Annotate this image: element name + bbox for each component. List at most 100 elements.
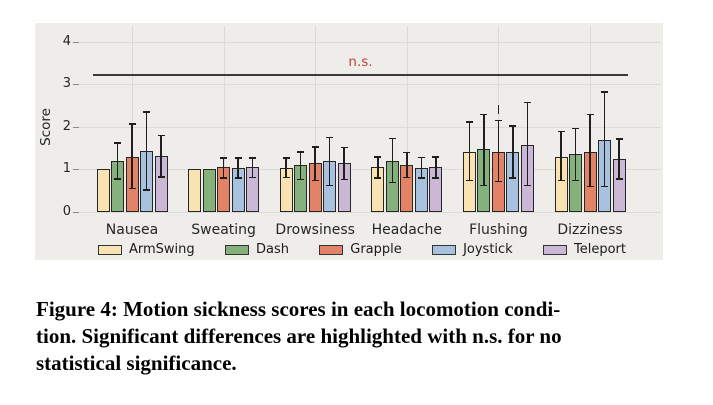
error-bar <box>589 114 591 187</box>
error-bar <box>222 157 225 178</box>
x-category-label: Drowsiness <box>275 222 355 238</box>
y-axis-label: Score <box>38 108 54 146</box>
error-cap-bottom <box>143 189 150 191</box>
error-cap-top <box>494 119 502 122</box>
ns-bracket-line <box>93 73 628 76</box>
error-cap-top <box>374 156 382 158</box>
gridline-horizontal <box>79 41 661 43</box>
y-tick-mark <box>73 41 79 43</box>
error-cap-bottom <box>311 179 319 182</box>
error-cap-bottom <box>509 177 517 179</box>
error-cap-bottom <box>220 177 228 179</box>
ns-annotation: n.s. <box>348 53 373 70</box>
chart-figure: 0 1 2 3 4 Nausea Sweating Drowsiness Headache Flu… <box>35 23 663 260</box>
error-cap-top <box>326 136 334 139</box>
legend-label: Joystick <box>463 242 513 257</box>
error-bar <box>131 123 133 189</box>
legend-item-armswing: ArmSwing <box>98 242 195 257</box>
error-cap-bottom <box>374 177 382 179</box>
gridline-vertical <box>132 26 133 212</box>
error-cap-bottom <box>417 177 425 179</box>
error-cap-top <box>220 157 228 159</box>
gridline-vertical <box>223 26 225 212</box>
legend-swatch-armswing <box>98 244 122 255</box>
error-cap-bottom <box>388 181 396 184</box>
error-bar <box>285 157 287 178</box>
error-cap-bottom <box>114 178 121 180</box>
legend-label: Dash <box>255 242 289 257</box>
error-cap-top <box>432 156 440 158</box>
legend-item-teleport: Teleport <box>543 242 626 257</box>
legend-label: Teleport <box>574 242 626 257</box>
error-cap-bottom <box>615 178 623 180</box>
error-cap-top <box>586 113 594 116</box>
legend-swatch-dash <box>224 244 249 255</box>
error-bar <box>160 135 162 177</box>
legend-label: ArmSwing <box>129 242 195 257</box>
error-bar <box>145 111 148 190</box>
gridline-horizontal <box>79 84 661 86</box>
error-cap-top <box>557 130 565 133</box>
error-bar <box>251 157 254 178</box>
error-cap-top <box>465 121 473 123</box>
y-tick-mark <box>73 212 79 213</box>
legend-swatch-joystick <box>432 244 457 255</box>
legend-label: Grapple <box>350 242 402 257</box>
y-tick-label: 1 <box>62 161 71 177</box>
legend-item-joystick: Joystick <box>432 242 513 257</box>
y-tick-label: 2 <box>62 118 71 134</box>
error-bar <box>574 128 577 181</box>
y-tick-label: 4 <box>62 33 71 49</box>
y-tick-label: 0 <box>62 204 71 219</box>
legend-item-grapple: Grapple <box>319 242 402 257</box>
error-cap-top <box>234 157 242 159</box>
error-cap-bottom <box>340 178 348 181</box>
bar-dash-sweating <box>202 169 216 212</box>
error-bar <box>343 147 345 180</box>
x-category-label: Sweating <box>191 222 256 238</box>
stray-tick-mark <box>497 104 500 114</box>
bar-armswing-sweating <box>188 169 202 212</box>
error-cap-top <box>523 101 531 104</box>
error-cap-bottom <box>432 177 440 179</box>
error-cap-top <box>388 137 396 140</box>
gridline-horizontal <box>79 126 661 128</box>
error-cap-bottom <box>249 176 257 179</box>
legend-swatch-grapple <box>319 244 344 255</box>
error-cap-bottom <box>601 185 608 188</box>
caption-line-3: statistical significance. <box>36 351 237 375</box>
x-category-label: Dizziness <box>557 222 623 238</box>
error-cap-top <box>403 151 411 154</box>
error-bar <box>377 156 379 178</box>
error-cap-bottom <box>234 177 242 179</box>
error-bar <box>314 146 316 181</box>
x-category-label: Flushing <box>469 222 528 238</box>
gridline-horizontal <box>79 212 661 213</box>
error-cap-top <box>340 146 348 149</box>
error-cap-bottom <box>465 179 473 182</box>
error-bar <box>512 125 514 178</box>
gridline-vertical <box>315 26 317 212</box>
caption-line-2: tion. Significant differences are highli… <box>36 324 562 348</box>
error-bar <box>420 157 423 178</box>
error-cap-bottom <box>297 178 305 181</box>
error-bar <box>116 142 119 179</box>
error-bar <box>560 131 562 181</box>
y-tick-mark <box>73 126 79 128</box>
error-cap-top <box>249 157 257 159</box>
error-bar <box>468 121 471 181</box>
caption-line-1: Figure 4: Motion sickness scores in each… <box>36 297 561 321</box>
error-cap-top <box>143 111 150 113</box>
error-cap-bottom <box>128 187 136 190</box>
error-bar <box>435 156 437 178</box>
error-cap-top <box>572 127 579 130</box>
x-category-label: Headache <box>371 222 442 238</box>
error-cap-bottom <box>282 176 290 179</box>
error-cap-top <box>297 151 305 153</box>
error-cap-top <box>311 146 319 148</box>
gridline-vertical <box>406 26 408 212</box>
error-bar <box>406 152 408 178</box>
y-tick-label: 3 <box>62 76 71 92</box>
error-bar <box>299 151 302 180</box>
